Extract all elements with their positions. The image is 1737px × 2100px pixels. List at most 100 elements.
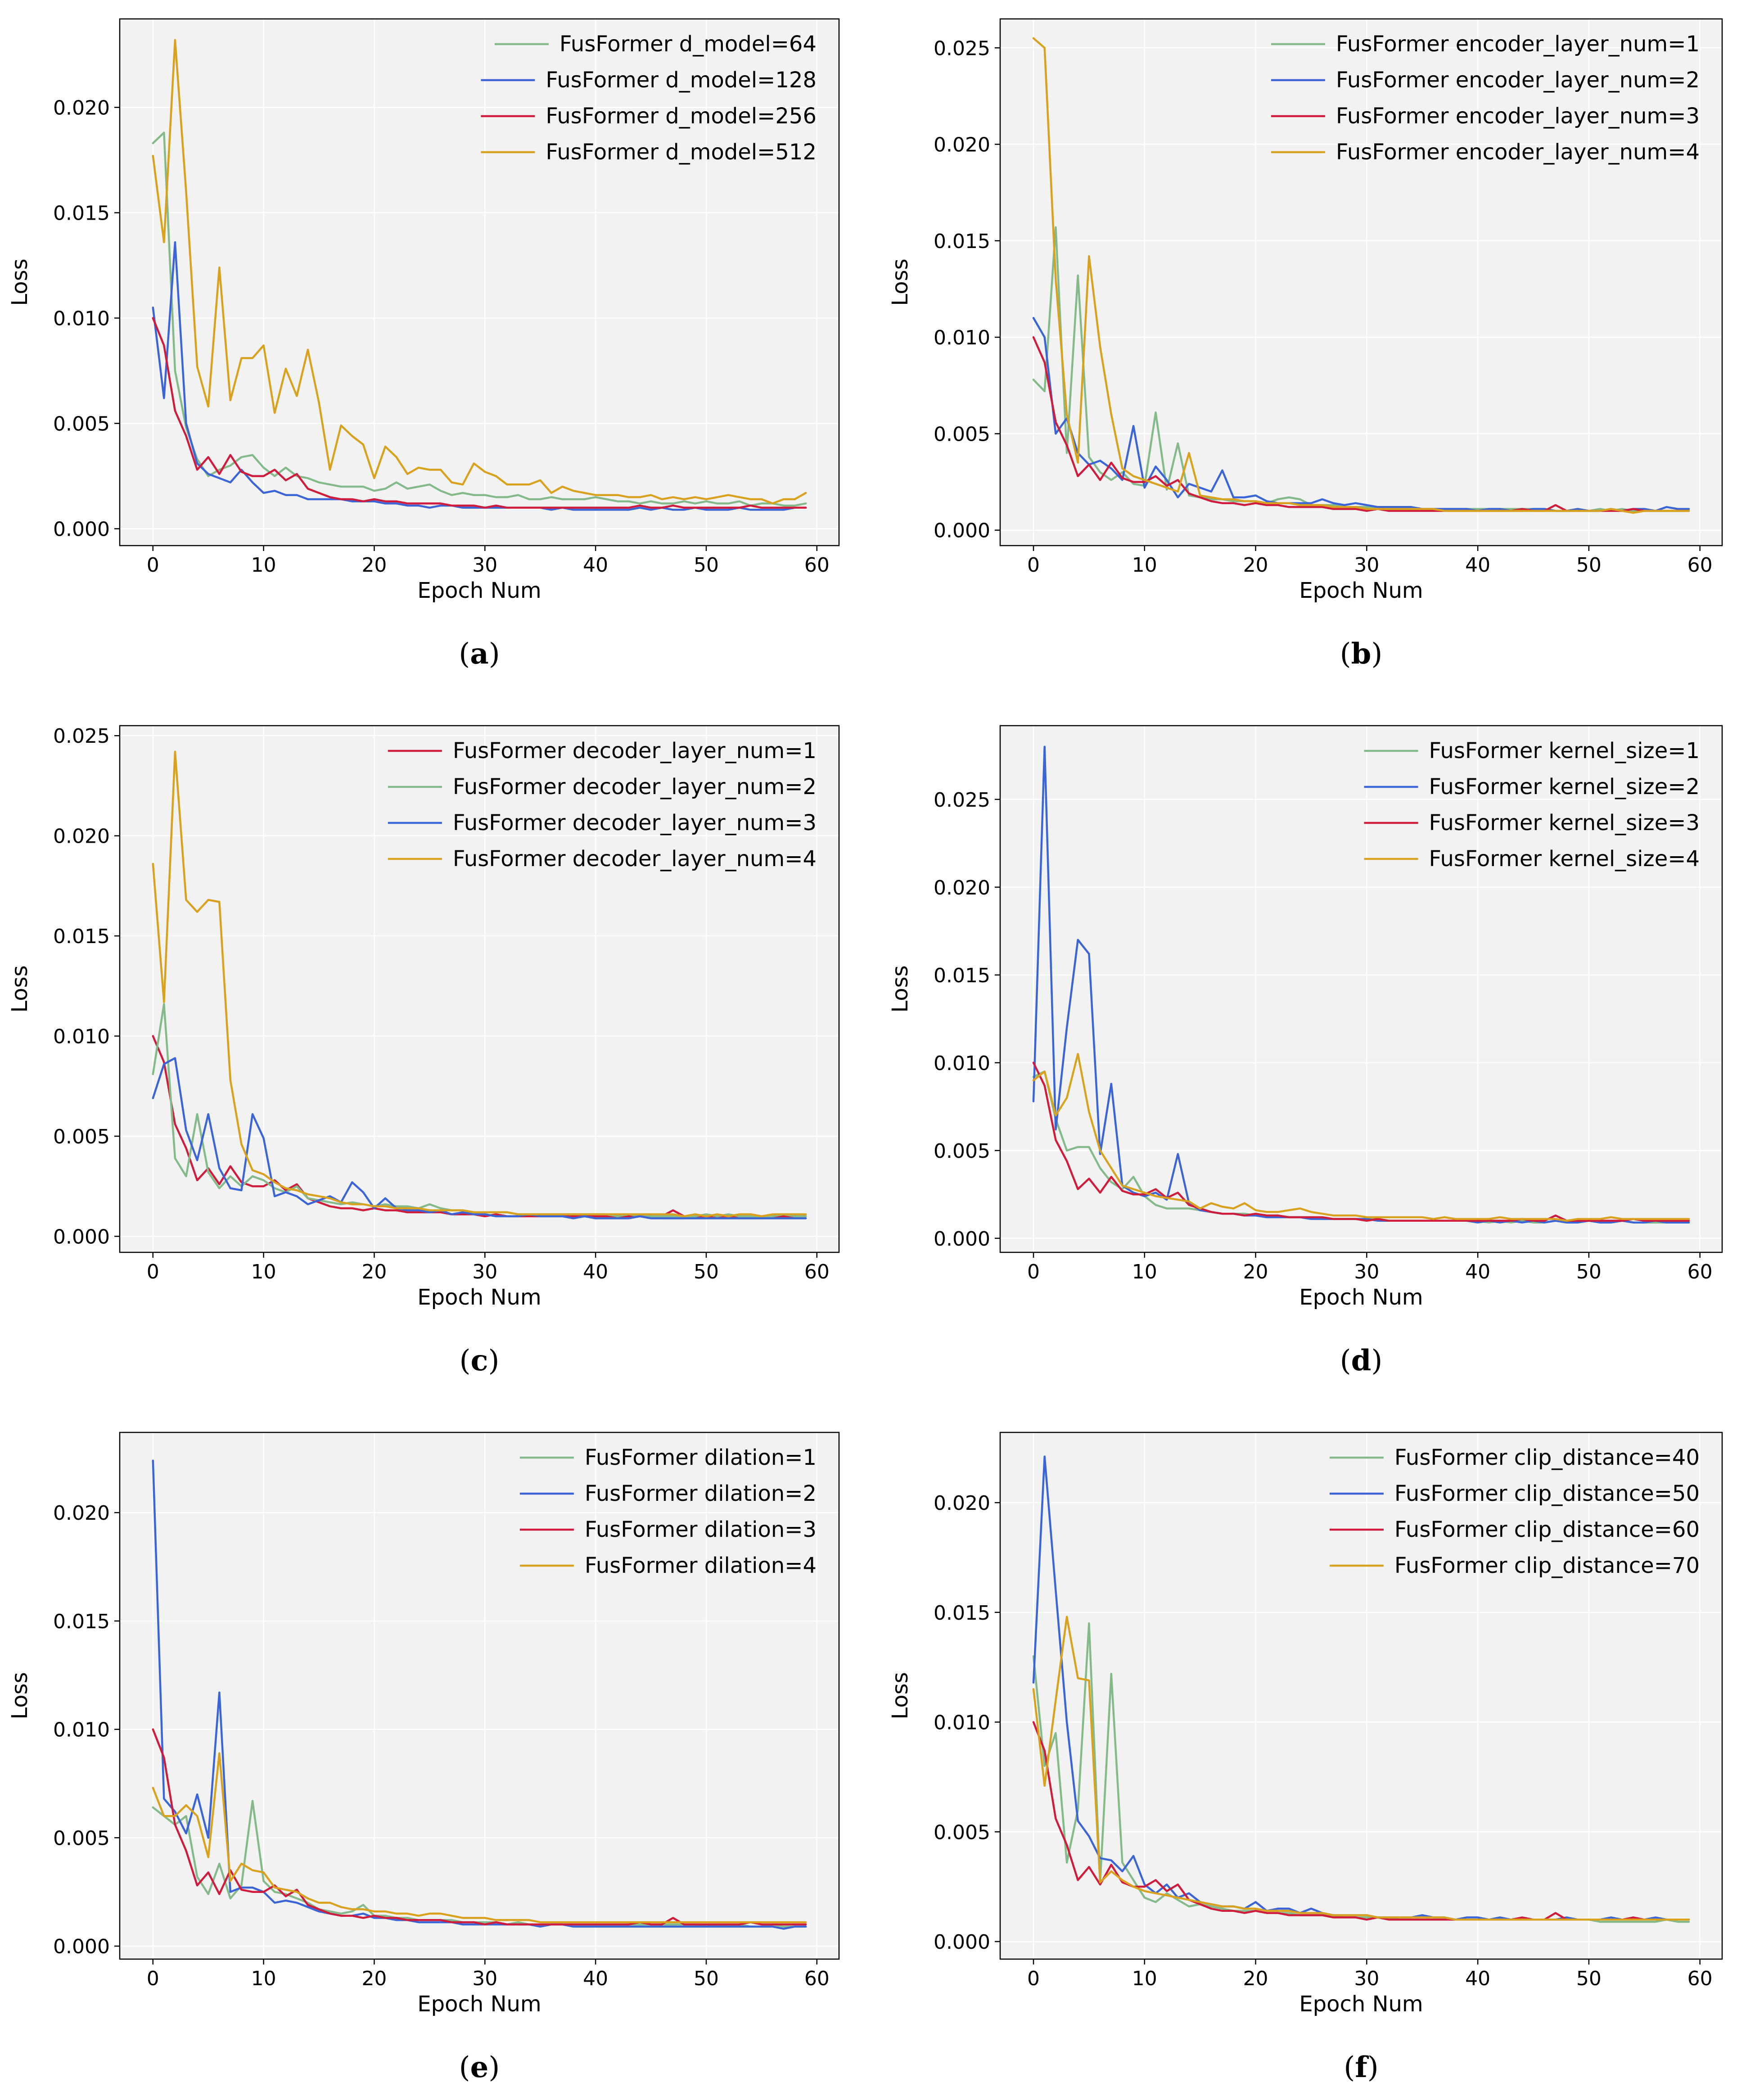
panel-caption: (e)	[459, 2050, 500, 2084]
y-tick-label: 0.010	[934, 326, 990, 349]
x-tick-label: 50	[694, 1967, 719, 1990]
x-tick-label: 40	[1465, 554, 1490, 577]
legend-label: FusFormer encoder_layer_num=1	[1336, 32, 1700, 57]
legend-label: FusFormer clip_distance=70	[1394, 1553, 1700, 1578]
panel-caption: (f)	[1344, 2050, 1378, 2084]
legend-entry: FusFormer d_model=128	[481, 68, 817, 93]
panel-caption-letter: e	[470, 2050, 489, 2084]
legend-entry: FusFormer encoder_layer_num=2	[1271, 68, 1700, 93]
y-axis-label: Loss	[888, 965, 913, 1012]
series-line-3	[1032, 1061, 1690, 1222]
x-axis-label: Epoch Num	[1299, 1992, 1423, 2017]
series-line-4	[1032, 1616, 1690, 1921]
legend-label: FusFormer dilation=4	[585, 1553, 817, 1578]
y-tick-label: 0.000	[934, 519, 990, 542]
legend-entry: FusFormer dilation=4	[519, 1553, 817, 1578]
legend-label: FusFormer kernel_size=3	[1429, 810, 1700, 835]
legend-entry: FusFormer clip_distance=60	[1329, 1517, 1700, 1542]
legend-entry: FusFormer decoder_layer_num=3	[388, 810, 817, 835]
y-tick-label: 0.020	[934, 1492, 990, 1515]
legend-entry: FusFormer encoder_layer_num=3	[1271, 104, 1700, 129]
x-axis-label: Epoch Num	[417, 1285, 541, 1310]
series-line-4	[1032, 37, 1690, 514]
x-tick-label: 40	[1465, 1967, 1490, 1990]
legend-entry: FusFormer d_model=64	[494, 32, 817, 57]
legend-label: FusFormer decoder_layer_num=2	[453, 774, 817, 799]
x-tick-label: 60	[804, 1260, 830, 1283]
series-line-4	[152, 1752, 807, 1924]
y-tick-label: 0.005	[934, 1140, 990, 1163]
y-tick-label: 0.020	[934, 876, 990, 899]
x-tick-label: 20	[361, 1260, 387, 1283]
legend-label: FusFormer d_model=64	[559, 32, 817, 57]
x-tick-label: 30	[1354, 554, 1379, 577]
legend-entry: FusFormer dilation=3	[519, 1517, 817, 1542]
legend-label: FusFormer d_model=256	[546, 104, 817, 129]
y-tick-label: 0.005	[934, 1821, 990, 1844]
x-tick-label: 50	[1576, 1260, 1602, 1283]
legend-label: FusFormer clip_distance=40	[1394, 1445, 1700, 1470]
panel-caption-letter: b	[1351, 637, 1372, 671]
plot-frame	[999, 725, 1723, 1253]
legend-label: FusFormer decoder_layer_num=3	[453, 810, 817, 835]
y-tick-label: 0.005	[934, 423, 990, 446]
x-tick-label: 50	[1576, 1967, 1602, 1990]
panel-caption-letter: c	[471, 1344, 488, 1377]
x-tick-label: 60	[1687, 1260, 1713, 1283]
x-axis-label: Epoch Num	[1299, 1285, 1423, 1310]
x-tick-label: 0	[1027, 1967, 1040, 1990]
y-axis-label: Loss	[888, 258, 913, 306]
series-line-3	[152, 317, 807, 509]
legend-label: FusFormer decoder_layer_num=4	[453, 846, 817, 872]
x-tick-label: 0	[147, 554, 159, 577]
chart-panel-b: 0 10 20 30 40 50 60 0.000 0.005 0.010 0.015 0.020 0.…	[888, 18, 1723, 671]
panel-caption: (a)	[459, 637, 500, 671]
x-tick-label: 60	[804, 1967, 830, 1990]
x-tick-label: 50	[694, 554, 719, 577]
y-tick-label: 0.015	[53, 925, 110, 948]
y-tick-label: 0.015	[53, 202, 110, 225]
x-tick-label: 60	[804, 554, 830, 577]
plot-area	[1000, 1432, 1722, 1959]
y-tick-label: 0.025	[934, 37, 990, 60]
legend-entry: FusFormer decoder_layer_num=4	[388, 846, 817, 872]
y-tick-label: 0.015	[934, 964, 990, 987]
y-tick-label: 0.015	[934, 230, 990, 253]
y-axis-label: Loss	[7, 965, 32, 1012]
y-tick-label: 0.010	[934, 1712, 990, 1734]
legend-label: FusFormer clip_distance=50	[1394, 1481, 1700, 1506]
plot-frame	[119, 725, 840, 1253]
panel-caption: (c)	[460, 1344, 500, 1377]
x-tick-label: 20	[361, 1967, 387, 1990]
legend-label: FusFormer encoder_layer_num=3	[1336, 104, 1700, 129]
legend-label: FusFormer d_model=512	[546, 140, 817, 165]
x-tick-label: 40	[583, 1967, 608, 1990]
y-tick-label: 0.000	[934, 1931, 990, 1954]
legend-entry: FusFormer encoder_layer_num=1	[1271, 32, 1700, 57]
legend-entry: FusFormer clip_distance=50	[1329, 1481, 1700, 1506]
chart-panel-e: 0 10 20 30 40 50 60 0.000 0.005 0.010 0.015 0.020 Ep…	[7, 1432, 840, 2084]
plot-area	[120, 1432, 839, 1959]
y-tick-label: 0.000	[53, 1225, 110, 1248]
legend-label: FusFormer kernel_size=4	[1429, 846, 1700, 872]
x-tick-label: 30	[472, 1260, 497, 1283]
x-tick-label: 20	[1243, 554, 1268, 577]
panel-caption-letter: f	[1355, 2050, 1369, 2084]
y-axis-label: Loss	[888, 1672, 913, 1719]
plot-frame	[119, 18, 840, 546]
x-tick-label: 10	[251, 1260, 276, 1283]
y-tick-label: 0.020	[53, 97, 110, 120]
x-tick-label: 20	[361, 554, 387, 577]
x-tick-label: 60	[1687, 554, 1713, 577]
y-tick-label: 0.010	[934, 1052, 990, 1075]
plot-frame	[999, 18, 1723, 546]
plot-frame	[999, 1432, 1723, 1960]
y-tick-label: 0.025	[934, 789, 990, 812]
legend-label: FusFormer kernel_size=1	[1429, 738, 1700, 763]
legend-label: FusFormer kernel_size=2	[1429, 774, 1700, 799]
legend-label: FusFormer dilation=1	[585, 1445, 817, 1470]
y-tick-label: 0.000	[53, 518, 110, 541]
x-tick-label: 40	[583, 554, 608, 577]
legend-label: FusFormer clip_distance=60	[1394, 1517, 1700, 1542]
